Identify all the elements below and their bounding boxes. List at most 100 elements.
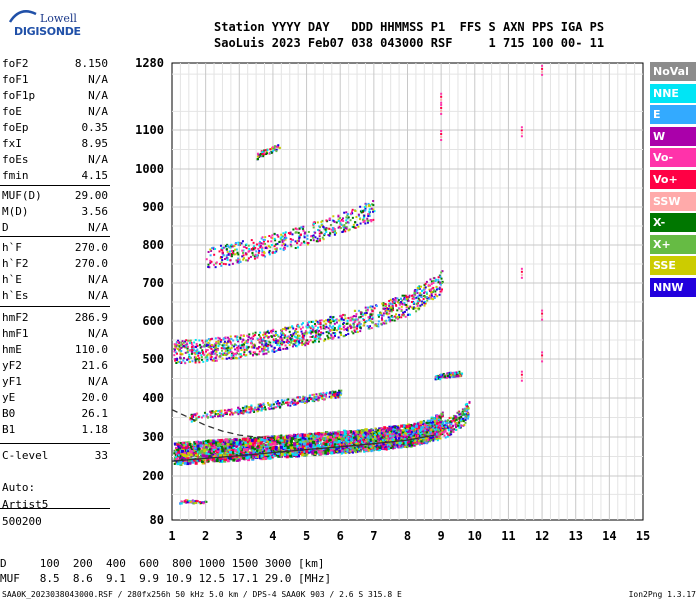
echo-point [439,433,442,436]
echo-point [461,410,464,413]
echo-point [254,451,257,454]
echo-point [388,443,391,446]
echo-point [243,348,246,351]
echo-point [381,436,384,439]
echo-point [396,428,400,432]
echo-point [352,332,355,335]
echo-point [334,431,338,435]
echo-point [297,441,301,445]
echo-point [324,434,327,437]
echo-point [404,315,407,318]
echo-point [333,322,336,325]
echo-point [232,458,236,462]
echo-point [311,434,315,438]
echo-point [412,442,415,445]
echo-point [266,447,269,450]
echo-point [231,457,234,460]
echo-point [437,429,440,432]
echo-point [421,422,425,426]
echo-point [409,313,412,316]
echo-point [258,350,261,353]
echo-point [459,424,462,427]
echo-point [186,462,190,466]
echo-point [392,447,395,450]
echo-point [415,441,418,444]
echo-point [349,450,352,453]
echo-point [384,432,387,435]
echo-point [301,440,304,443]
echo-point [369,438,372,441]
echo-point [183,444,186,447]
echo-point [332,437,336,441]
echo-point [378,447,381,450]
echo-point [222,442,226,446]
echo-point [436,439,439,442]
echo-point [342,323,345,326]
echo-point [366,436,369,439]
echo-point [250,438,254,442]
echo-point [423,429,426,432]
echo-point [434,428,437,431]
echo-point [398,433,401,436]
echo-point [426,299,429,302]
echo-point [212,450,215,453]
echo-point [382,431,385,434]
echo-point [365,449,368,452]
echo-point [235,455,238,458]
echo-point [255,455,259,459]
echo-point [317,331,320,334]
echo-point [350,445,353,448]
echo-point [407,436,410,439]
x-tick-label: 5 [303,529,310,543]
echo-point [384,310,387,313]
echo-point [185,449,188,452]
echo-point [187,450,190,453]
echo-point [342,437,345,440]
echo-point [269,442,273,446]
echo-point [379,437,382,440]
echo-point [227,444,231,448]
echo-point [349,323,352,326]
echo-point [178,456,181,459]
echo-point [230,446,233,449]
echo-point [387,437,390,440]
echo-point [388,316,391,319]
echo-point [361,445,364,448]
echo-point [462,417,465,420]
echo-point [377,435,380,438]
echo-point [238,450,241,453]
echo-point [329,431,332,434]
echo-point [201,449,204,452]
echo-point [337,437,340,440]
echo-point [302,338,305,341]
echo-point [348,447,351,450]
echo-point [292,442,295,445]
echo-point [299,440,302,443]
echo-point [398,443,401,446]
echo-point [282,448,285,451]
echo-point [396,317,399,320]
echo-point [435,436,438,439]
echo-point [431,428,434,431]
echo-point [342,438,345,441]
y-tick-label: 1280 [135,56,164,70]
echo-point [231,444,234,447]
echo-point [424,429,427,432]
echo-point [217,345,220,348]
echo-point [391,436,394,439]
echo-point [340,452,343,455]
echo-point [242,455,245,458]
echo-point [219,441,222,444]
echo-point [444,419,447,422]
echo-point [212,442,215,445]
echo-point [367,435,370,438]
echo-point [277,342,280,345]
echo-point [302,445,306,449]
echo-point [259,436,263,440]
echo-point [270,448,273,451]
echo-point [203,353,206,356]
echo-point [315,439,318,442]
echo-point [428,294,431,297]
echo-point [458,426,461,429]
echo-point [364,306,367,309]
